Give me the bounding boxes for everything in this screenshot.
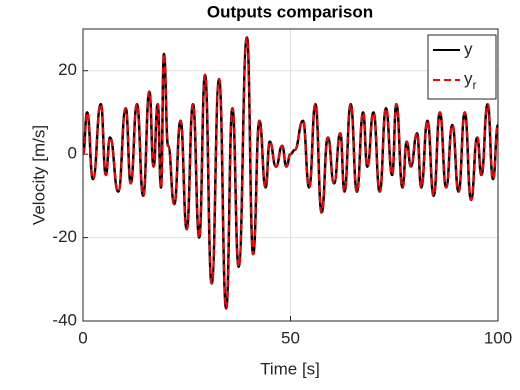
series-line [82, 36, 499, 310]
chart-title: Outputs comparison [207, 2, 373, 21]
y-tick-label: -20 [52, 227, 77, 246]
y-tick-label: 20 [58, 60, 77, 79]
y-tick-label: 0 [68, 144, 77, 163]
legend-label: y [464, 39, 473, 58]
x-tick-label: 50 [281, 328, 300, 347]
legend-box [427, 34, 497, 100]
x-tick-label: 100 [484, 328, 512, 347]
x-tick-label: 0 [78, 328, 87, 347]
axes-box [82, 28, 499, 322]
legend-label: yr [464, 69, 477, 92]
y-axis-label: Velocity [m/s] [29, 125, 48, 225]
y-tick-label: -40 [52, 310, 77, 329]
x-axis-label: Time [s] [260, 359, 320, 378]
